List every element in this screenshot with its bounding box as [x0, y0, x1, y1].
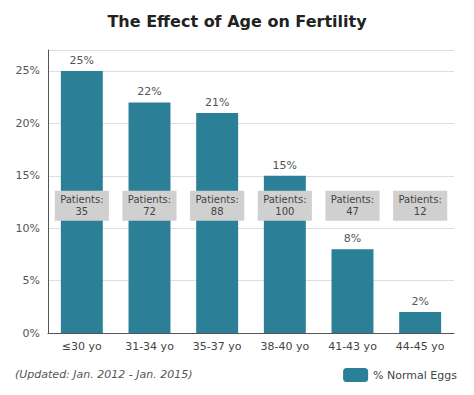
svg-text:25%: 25%	[70, 54, 94, 67]
svg-text:(Updated: Jan. 2012 - Jan. 201: (Updated: Jan. 2012 - Jan. 2015)	[15, 368, 192, 381]
svg-text:≤30 yo: ≤30 yo	[62, 340, 102, 353]
svg-text:100: 100	[275, 206, 294, 217]
svg-text:72: 72	[143, 206, 156, 217]
svg-text:Patients:: Patients:	[398, 194, 441, 205]
svg-text:20%: 20%	[16, 117, 40, 130]
svg-text:15%: 15%	[16, 169, 40, 182]
svg-text:0%: 0%	[23, 327, 40, 340]
svg-text:21%: 21%	[205, 96, 229, 109]
svg-text:15%: 15%	[273, 159, 297, 172]
svg-text:88: 88	[211, 206, 224, 217]
svg-text:44-45 yo: 44-45 yo	[396, 340, 445, 353]
svg-text:2%: 2%	[411, 295, 428, 308]
svg-text:Patients:: Patients:	[331, 194, 374, 205]
svg-text:47: 47	[346, 206, 359, 217]
svg-text:Patients:: Patients:	[195, 194, 238, 205]
svg-text:12: 12	[414, 206, 427, 217]
svg-text:38-40 yo: 38-40 yo	[260, 340, 309, 353]
svg-text:25%: 25%	[16, 64, 40, 77]
svg-text:22%: 22%	[137, 85, 161, 98]
svg-text:35: 35	[75, 206, 88, 217]
svg-text:% Normal Eggs: % Normal Eggs	[373, 369, 457, 382]
svg-text:Patients:: Patients:	[263, 194, 306, 205]
svg-text:8%: 8%	[344, 232, 361, 245]
svg-text:Patients:: Patients:	[128, 194, 171, 205]
svg-text:31-34 yo: 31-34 yo	[125, 340, 174, 353]
svg-text:Patients:: Patients:	[60, 194, 103, 205]
svg-text:10%: 10%	[16, 222, 40, 235]
svg-text:5%: 5%	[23, 274, 40, 287]
svg-text:The Effect of Age on Fertility: The Effect of Age on Fertility	[107, 12, 367, 31]
svg-text:41-43 yo: 41-43 yo	[328, 340, 377, 353]
svg-text:35-37 yo: 35-37 yo	[193, 340, 242, 353]
